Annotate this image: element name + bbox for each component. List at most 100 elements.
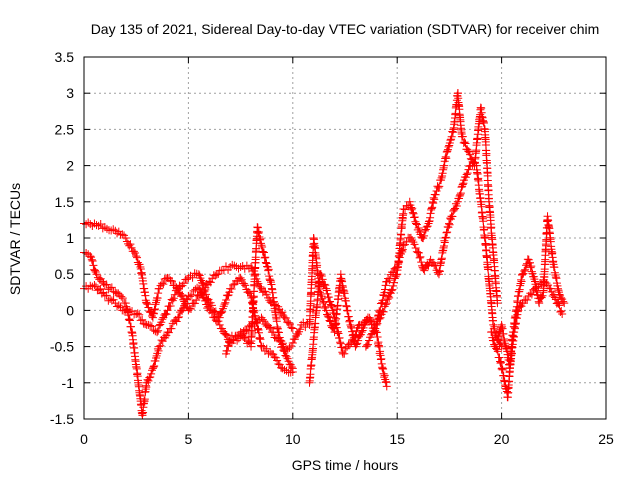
trace-marker: [133, 258, 142, 267]
trace-marker: [390, 264, 399, 273]
trace-marker: [554, 286, 563, 295]
trace-marker: [186, 292, 195, 301]
trace-marker: [415, 253, 424, 262]
trace-marker: [152, 353, 161, 362]
trace-marker: [382, 377, 391, 386]
trace-marker: [187, 305, 196, 314]
trace-marker: [489, 336, 498, 345]
trace-marker: [267, 280, 276, 289]
trace-marker: [351, 332, 360, 341]
trace-marker: [258, 315, 267, 324]
trace-marker: [301, 323, 310, 332]
x-tick-label: 15: [389, 431, 405, 447]
trace-marker: [240, 333, 249, 342]
trace-marker: [343, 306, 352, 315]
trace-marker: [203, 304, 212, 313]
data-point: [247, 262, 256, 271]
trace-marker: [225, 337, 234, 346]
trace-marker: [420, 226, 429, 235]
trace-marker: [265, 323, 274, 332]
trace-marker: [461, 139, 470, 148]
trace-marker: [438, 169, 447, 178]
trace-marker: [258, 242, 267, 251]
trace-marker: [336, 339, 345, 348]
trace-marker: [537, 280, 546, 289]
x-tick-label: 20: [494, 431, 510, 447]
trace-marker: [412, 247, 421, 256]
trace-marker: [126, 240, 135, 249]
trace-marker: [371, 324, 380, 333]
trace-marker: [283, 345, 292, 354]
trace-marker: [378, 296, 387, 305]
data-point: [90, 281, 99, 290]
y-axis-label: SDTVAR / TECUs: [7, 183, 23, 295]
trace-marker: [278, 308, 287, 317]
trace-marker: [459, 138, 468, 147]
trace-marker: [153, 294, 162, 303]
trace-marker: [167, 324, 176, 333]
trace-marker: [102, 280, 111, 289]
trace-marker: [254, 229, 263, 238]
trace-marker: [282, 366, 291, 375]
trace-marker: [149, 309, 158, 318]
trace-marker: [320, 280, 329, 289]
y-tick-label: 1: [66, 230, 74, 246]
trace-marker: [332, 319, 341, 328]
trace-marker: [259, 248, 268, 257]
trace-marker: [398, 245, 407, 254]
trace-marker: [107, 296, 116, 305]
trace-marker: [441, 152, 450, 161]
trace-marker: [389, 268, 398, 277]
trace-marker: [221, 262, 230, 271]
grid: [84, 57, 606, 419]
trace-marker: [324, 293, 333, 302]
trace-marker: [141, 320, 150, 329]
trace-marker: [154, 346, 163, 355]
trace-marker: [287, 323, 296, 332]
trace-marker: [493, 345, 502, 354]
data-point: [257, 241, 266, 250]
trace-marker: [273, 356, 282, 365]
trace-marker: [430, 195, 439, 204]
trace-marker: [426, 213, 435, 222]
trace-marker: [517, 302, 526, 311]
trace-marker: [342, 302, 351, 311]
trace-marker: [489, 316, 498, 325]
trace-marker: [520, 267, 529, 276]
x-axis-label: GPS time / hours: [292, 457, 399, 473]
trace-marker: [169, 294, 178, 303]
trace-marker: [521, 265, 530, 274]
trace-marker: [171, 286, 180, 295]
trace-marker: [148, 366, 157, 375]
trace-marker: [389, 278, 398, 287]
trace-marker: [299, 318, 308, 327]
trace-marker: [409, 209, 418, 218]
trace-marker: [484, 194, 493, 203]
trace-marker: [123, 308, 132, 317]
trace-marker: [138, 315, 147, 324]
trace-marker: [428, 203, 437, 212]
trace-marker: [216, 309, 225, 318]
trace-marker: [140, 395, 149, 404]
trace-marker: [138, 409, 147, 418]
trace-marker: [441, 233, 450, 242]
trace-marker: [227, 284, 236, 293]
trace-marker: [390, 274, 399, 283]
trace-marker: [287, 342, 296, 351]
y-tick-label: 0.5: [55, 266, 75, 282]
trace-marker: [192, 296, 201, 305]
trace-marker: [412, 220, 421, 229]
trace-marker: [258, 247, 267, 256]
trace-marker: [94, 285, 103, 294]
trace-marker: [166, 276, 175, 285]
series-track-f: [361, 159, 506, 351]
trace-marker: [147, 322, 156, 331]
data-point: [443, 147, 452, 156]
trace-marker: [402, 237, 411, 246]
trace-marker: [109, 225, 118, 234]
trace-marker: [498, 364, 507, 373]
trace-marker: [177, 292, 186, 301]
trace-marker: [322, 286, 331, 295]
trace-marker: [482, 149, 491, 158]
trace-marker: [188, 273, 197, 282]
